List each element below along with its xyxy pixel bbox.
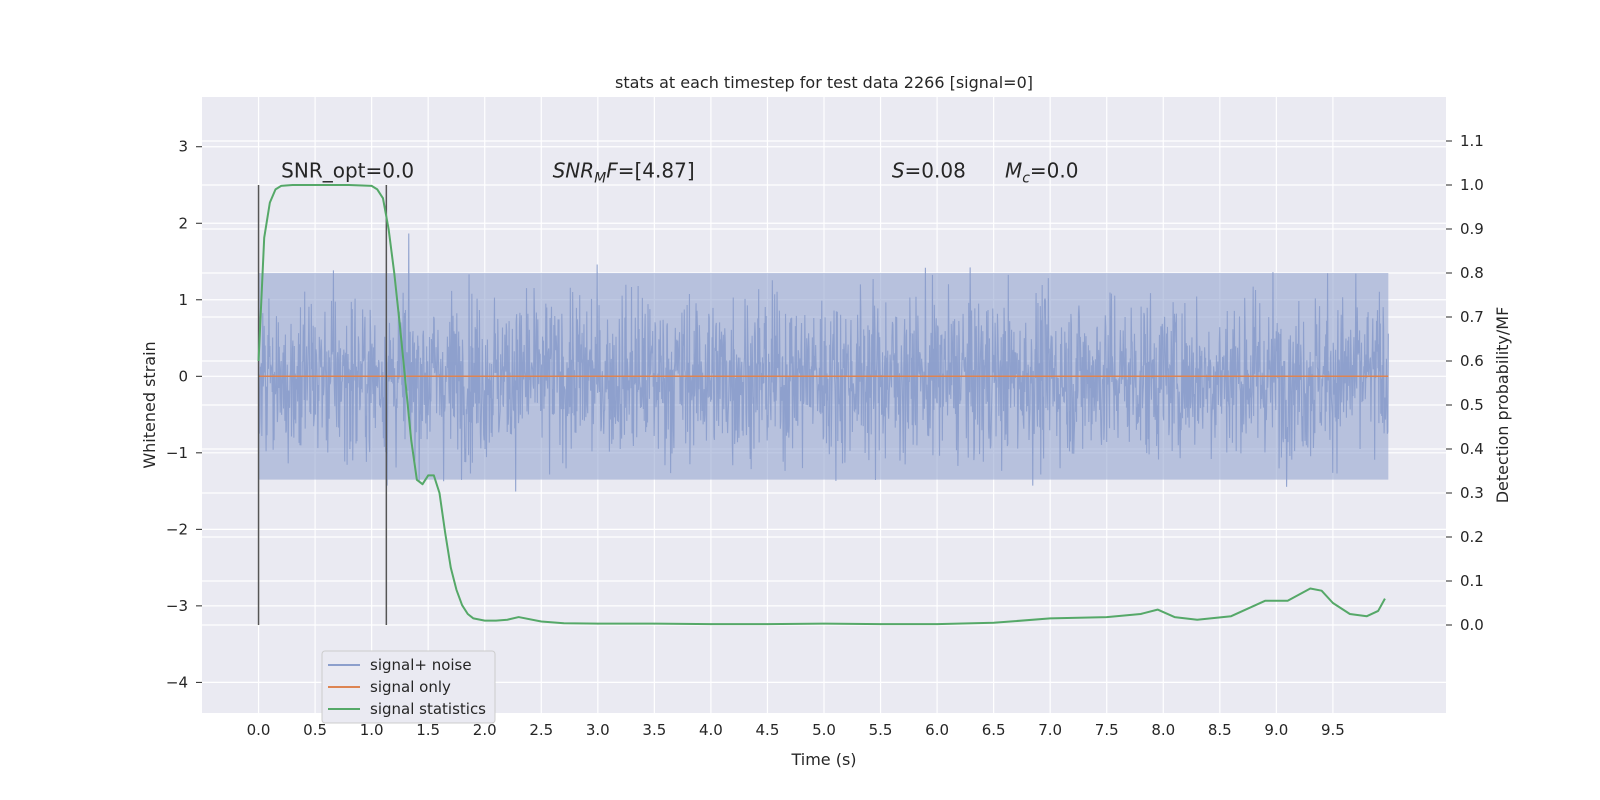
x-tick-label: 8.0: [1151, 721, 1175, 739]
y-tick-label-right: 0.3: [1460, 484, 1484, 502]
x-tick-label: 3.5: [642, 721, 666, 739]
x-tick-label: 1.0: [360, 721, 384, 739]
x-tick-label: 7.5: [1095, 721, 1119, 739]
x-tick-label: 2.5: [529, 721, 553, 739]
y-axis-right-ticks: 0.0 0.1 0.2 0.3 0.4 0.5 0.6 0.7 0.8 0.9 1.0 1.1: [1446, 132, 1484, 634]
x-tick-label: 4.0: [699, 721, 723, 739]
y-tick-label-left: 2: [178, 214, 188, 232]
x-tick-label: 3.0: [586, 721, 610, 739]
x-tick-label: 2.0: [473, 721, 497, 739]
annotation-mc-value: Mc=0.0: [1005, 158, 1079, 186]
annotation-snr-mf: SNRMF=[4.87]: [553, 158, 695, 186]
vertical-lines: [257, 185, 388, 625]
y-tick-label-left: −4: [166, 673, 188, 691]
y-tick-label-right: 0.8: [1460, 264, 1484, 282]
y-tick-label-right: 0.5: [1460, 396, 1484, 414]
x-tick-label: 4.5: [756, 721, 780, 739]
y-tick-label-left: −2: [166, 520, 188, 538]
x-tick-label: 5.5: [869, 721, 893, 739]
legend-label: signal+ noise: [370, 656, 472, 674]
y-tick-label-right: 0.2: [1460, 528, 1484, 546]
y-tick-label-right: 1.1: [1460, 132, 1484, 150]
legend-label: signal statistics: [370, 700, 486, 718]
x-tick-label: 0.5: [303, 721, 327, 739]
y-tick-label-right: 0.6: [1460, 352, 1484, 370]
y-axis-left-label: Whitened strain: [140, 341, 159, 468]
legend-label: signal only: [370, 678, 451, 696]
series-signal-statistics: [257, 184, 1386, 626]
x-tick-label: 9.5: [1321, 721, 1345, 739]
y-tick-label-right: 0.1: [1460, 572, 1484, 590]
annotations: SNR_opt=0.0 SNRMF=[4.87] S=0.08 Mc=0.0: [281, 158, 1078, 186]
y-tick-label-left: 3: [178, 138, 188, 156]
legend-box: [321, 650, 496, 724]
y-tick-label-left: 1: [178, 291, 188, 309]
chart-title: stats at each timestep for test data 226…: [615, 73, 1033, 92]
x-axis-ticks: 0.0 0.5 1.0 1.5 2.0 2.5 3.0 3.5 4.0 4.5 5.0 5.5 6.0 6…: [247, 721, 1345, 739]
x-tick-label: 7.0: [1038, 721, 1062, 739]
x-tick-label: 9.0: [1264, 721, 1288, 739]
x-tick-label: 1.5: [416, 721, 440, 739]
x-axis-label: Time (s): [790, 750, 856, 769]
annotation-s-value: S=0.08: [892, 158, 966, 182]
y-axis-right-label: Detection probability/MF: [1493, 307, 1512, 504]
y-tick-label-left: −3: [166, 597, 188, 615]
legend: signal+ noise signal only signal statistic…: [321, 650, 496, 724]
y-tick-label-left: −1: [166, 444, 188, 462]
y-tick-label-right: 0.0: [1460, 616, 1484, 634]
y-tick-label-left: 0: [178, 367, 188, 385]
x-tick-label: 0.0: [247, 721, 271, 739]
y-tick-label-right: 0.7: [1460, 308, 1484, 326]
annotation-snr-opt: SNR_opt=0.0: [281, 158, 414, 182]
x-tick-label: 6.5: [982, 721, 1006, 739]
y-tick-label-right: 0.4: [1460, 440, 1484, 458]
y-tick-label-right: 1.0: [1460, 176, 1484, 194]
x-tick-label: 6.0: [925, 721, 949, 739]
y-tick-label-right: 0.9: [1460, 220, 1484, 238]
y-axis-left-ticks: −4 −3 −2 −1 0 1 2 3: [166, 138, 202, 691]
x-tick-label: 8.5: [1208, 721, 1232, 739]
x-tick-label: 5.0: [812, 721, 836, 739]
signal-statistics-line: [257, 184, 1386, 626]
